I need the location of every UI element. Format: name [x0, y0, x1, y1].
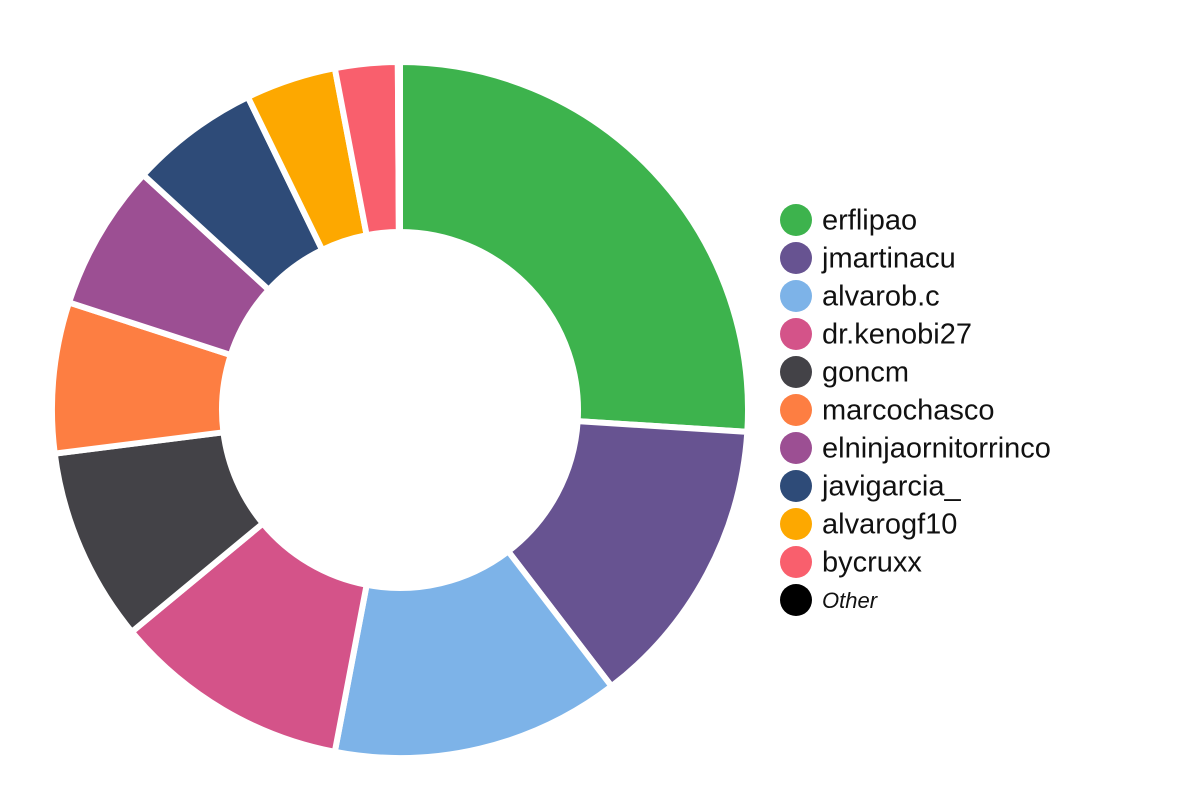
legend-label: jmartinacu [821, 243, 956, 275]
legend-marker [780, 318, 812, 350]
legend-label: goncm [822, 357, 909, 389]
slice [394, 58, 403, 236]
legend-marker [780, 470, 812, 502]
legend-marker [780, 394, 812, 426]
legend-label: dr.kenobi27 [822, 319, 972, 351]
legend-label: alvarob.c [822, 281, 940, 313]
legend-label: elninjaornitorrinco [822, 433, 1051, 465]
legend-label: javigarcia_ [821, 471, 961, 503]
legend-marker [780, 546, 812, 578]
legend-label: Other [822, 588, 879, 613]
legend-marker [780, 584, 812, 616]
legend-label: alvarogf10 [822, 509, 957, 541]
legend-label: erflipao [822, 205, 917, 237]
legend-label: marcochasco [822, 395, 994, 427]
legend-marker [780, 242, 812, 274]
legend-marker [780, 432, 812, 464]
slice [504, 417, 751, 691]
legend-marker [780, 508, 812, 540]
slice [331, 547, 616, 761]
legend-marker [780, 356, 812, 388]
legend-label: bycruxx [822, 547, 922, 579]
legend-marker [780, 280, 812, 312]
legend-marker [780, 204, 812, 236]
slice [397, 58, 751, 436]
